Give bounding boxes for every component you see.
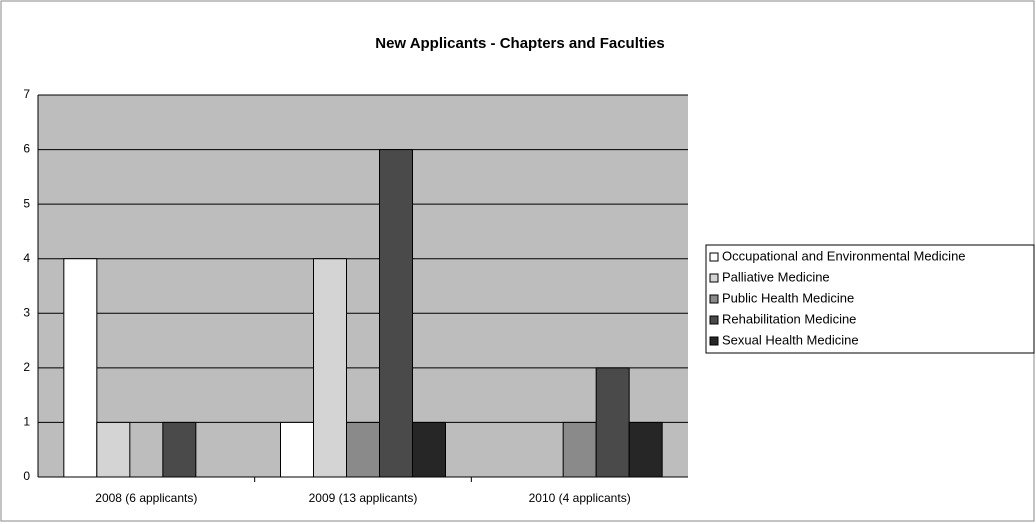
legend-swatch xyxy=(709,294,719,304)
bar xyxy=(379,149,413,478)
y-tick-label: 4 xyxy=(23,251,30,265)
chart-title: New Applicants - Chapters and Faculties xyxy=(375,35,665,52)
legend-label: Rehabilitation Medicine xyxy=(722,311,856,326)
bar xyxy=(280,421,314,478)
y-tick-label: 5 xyxy=(23,196,30,210)
legend-swatch xyxy=(709,252,719,262)
legend-label: Palliative Medicine xyxy=(722,269,830,284)
y-tick-label: 6 xyxy=(23,142,30,156)
legend-label: Sexual Health Medicine xyxy=(722,332,859,347)
legend-label: Public Health Medicine xyxy=(722,290,854,305)
bar xyxy=(162,421,197,478)
y-tick-label: 3 xyxy=(23,305,30,319)
y-tick-label: 1 xyxy=(23,415,30,429)
bar xyxy=(63,258,98,478)
y-tick-label: 0 xyxy=(23,469,30,483)
bar xyxy=(412,421,446,478)
bar xyxy=(562,421,597,478)
x-tick-label: 2009 (13 applicants) xyxy=(309,491,418,505)
bar xyxy=(595,367,630,478)
bar xyxy=(313,258,347,478)
bar xyxy=(346,421,380,478)
bar xyxy=(628,421,663,478)
x-tick-label: 2008 (6 applicants) xyxy=(95,491,197,505)
legend-label: Occupational and Environmental Medicine xyxy=(722,248,966,263)
bar xyxy=(96,421,131,478)
y-tick-label: 7 xyxy=(23,87,30,101)
legend-swatch xyxy=(709,315,719,325)
legend-box xyxy=(705,244,1035,354)
x-tick-label: 2010 (4 applicants) xyxy=(529,491,631,505)
legend-swatch xyxy=(709,336,719,346)
legend-swatch xyxy=(709,273,719,283)
plot-area xyxy=(38,95,688,477)
y-tick-label: 2 xyxy=(23,360,30,374)
